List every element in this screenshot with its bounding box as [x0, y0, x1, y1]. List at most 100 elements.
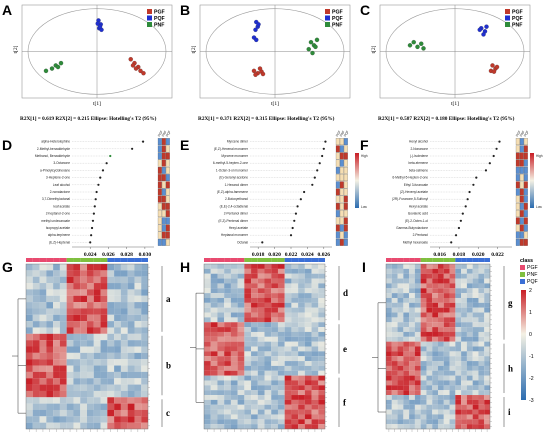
heat-cell [217, 297, 225, 303]
heat-cell [257, 312, 265, 318]
heat-cell [46, 333, 54, 341]
vip-heat-cell [519, 181, 524, 189]
heat-cell [478, 268, 485, 274]
vip-feature-label: (E,Z)-Hexenal monomer [214, 147, 249, 151]
heat-cell [66, 390, 74, 398]
class-strip-cell [397, 258, 404, 262]
heat-cell [271, 346, 278, 352]
heat-cell [224, 297, 231, 303]
heat-cell [210, 385, 218, 391]
heat-cell [461, 288, 467, 294]
heat-cell [438, 273, 444, 279]
heat-cell [107, 409, 115, 417]
heat-cell [107, 384, 115, 391]
heat-cell [472, 327, 479, 332]
heat-cell [277, 331, 285, 337]
heat-cell [141, 308, 149, 315]
heat-cell [455, 322, 462, 328]
heat-cell [66, 422, 74, 430]
heat-cell [134, 314, 142, 322]
heat-cell [224, 278, 231, 284]
heat-cell [39, 340, 47, 347]
heat-cell [32, 397, 40, 404]
heat-cell [438, 264, 444, 269]
heat-cell [478, 273, 485, 279]
heat-cell [244, 268, 252, 274]
heat-cell [80, 359, 88, 366]
heat-cell [284, 317, 292, 323]
heat-cell [409, 399, 415, 405]
vip-heat-cell [339, 231, 344, 239]
vip-heat-cell [515, 224, 520, 232]
heat-cell [386, 336, 392, 342]
vip-heat-cell [515, 210, 520, 218]
vip-column-header: PNF [519, 130, 526, 138]
heat-cell [478, 331, 485, 337]
heat-cell [127, 295, 135, 303]
heat-cell [466, 414, 473, 420]
heat-cell [318, 380, 326, 386]
heat-cell [66, 378, 74, 385]
heat-cell [426, 307, 433, 313]
heat-cell [397, 288, 404, 294]
heat-cell [87, 397, 94, 404]
vip-heat-cell [335, 174, 340, 182]
heat-cell [291, 322, 299, 328]
vip-heat-cell [343, 145, 348, 153]
heat-cell [414, 264, 421, 269]
heat-cell [271, 395, 278, 400]
heat-cell [230, 317, 238, 323]
heat-cell [93, 378, 101, 385]
heat-cell [53, 289, 60, 296]
heat-cell [141, 333, 149, 341]
heat-cell [311, 385, 319, 391]
heat-cell [120, 359, 128, 366]
heat-cell [284, 273, 292, 279]
heat-cell [311, 312, 319, 318]
heat-cell [420, 424, 427, 430]
heat-cell [403, 385, 410, 391]
heat-cell [59, 346, 67, 353]
heat-cell [311, 288, 319, 294]
vip-heat-cell [515, 159, 520, 167]
heat-cell [386, 322, 392, 328]
legend-label-pgf: PGF [332, 10, 343, 16]
class-strip-cell [478, 258, 485, 262]
heat-cell [80, 327, 88, 334]
heat-cell [251, 365, 258, 371]
heat-cell [26, 302, 33, 309]
heat-cell [244, 424, 252, 430]
heat-cell [318, 327, 326, 332]
heat-cell [466, 268, 473, 274]
heat-cell [438, 341, 444, 347]
series-pgf [488, 63, 500, 74]
data-point [138, 68, 143, 74]
heat-cell [73, 321, 81, 328]
heat-cell [414, 336, 421, 342]
heat-cell [484, 331, 491, 337]
heat-cell [420, 380, 427, 386]
heat-cell [403, 424, 410, 430]
heat-cell [391, 419, 398, 425]
heat-cell [438, 278, 444, 284]
heat-cell [120, 397, 128, 404]
heat-cell [426, 312, 433, 318]
class-strip-cell [204, 258, 211, 262]
heat-cell [46, 264, 54, 271]
heat-cell [230, 390, 238, 396]
heat-cell [210, 336, 218, 342]
vip-heat-cell [343, 188, 348, 196]
heat-cell [53, 302, 60, 309]
heat-cell [230, 346, 238, 352]
heat-cell [397, 375, 404, 381]
heat-cell [414, 385, 421, 391]
vip-heat-cell [515, 188, 520, 196]
heat-cell [264, 302, 272, 308]
heat-cell [204, 399, 211, 405]
heat-cell [420, 341, 427, 347]
heat-cell [237, 331, 245, 337]
heat-cell [134, 321, 142, 328]
heat-cell [100, 346, 108, 353]
heat-cell [478, 351, 485, 357]
heat-cell [484, 414, 491, 420]
